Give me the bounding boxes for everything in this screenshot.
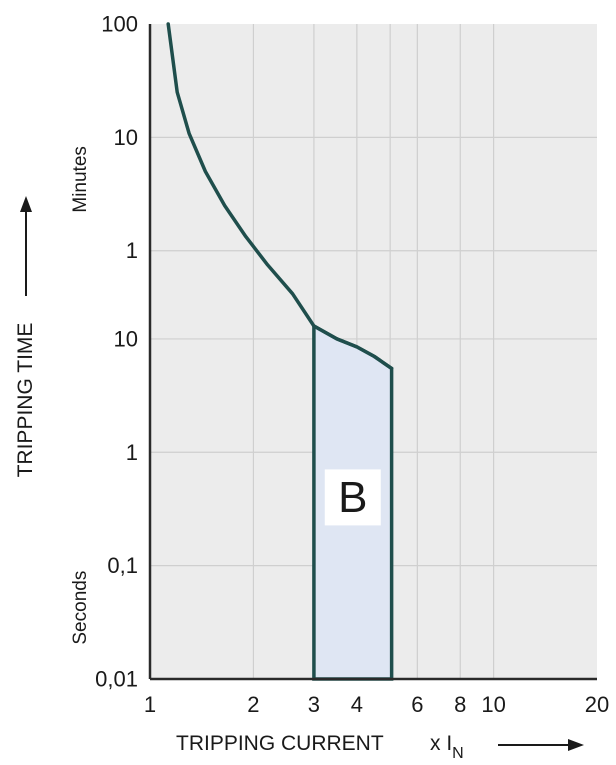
x-tick-label: 8 bbox=[454, 692, 466, 717]
y-tick-label: 1 bbox=[126, 440, 138, 465]
zone-label-background bbox=[324, 469, 381, 526]
x-tick-label: 3 bbox=[308, 692, 320, 717]
y-tick-label: 0,01 bbox=[95, 667, 138, 692]
x-axis-title: TRIPPING CURRENT bbox=[176, 732, 384, 755]
y-unit-label: Minutes bbox=[70, 146, 91, 213]
series-b-curve bbox=[166, 22, 394, 371]
x-tick-label: 4 bbox=[351, 692, 363, 717]
x-axis-unit: x IN bbox=[430, 732, 464, 762]
x-axis-arrow bbox=[498, 739, 584, 751]
x-tick-label: 20 bbox=[585, 692, 609, 717]
y-axis-arrow bbox=[20, 196, 32, 296]
y-tick-label: 10 bbox=[114, 125, 138, 150]
x-tick-labels: 1 2 3 4 6 8 10 20 bbox=[144, 692, 609, 717]
y-tick-labels: 100 10 1 10 1 0,1 0,01 bbox=[95, 12, 138, 692]
y-unit-labels: Minutes Seconds bbox=[70, 146, 91, 645]
y-tick-label: 10 bbox=[114, 326, 138, 351]
y-tick-label: 0,1 bbox=[107, 553, 138, 578]
x-tick-label: 6 bbox=[411, 692, 423, 717]
y-unit-label: Seconds bbox=[70, 571, 91, 645]
y-tick-label: 1 bbox=[126, 238, 138, 263]
x-tick-label: 10 bbox=[481, 692, 505, 717]
x-tick-label: 1 bbox=[144, 692, 156, 717]
axes bbox=[148, 24, 597, 681]
y-axis-title: TRIPPING TIME bbox=[14, 323, 37, 478]
zone-label: B bbox=[338, 473, 367, 522]
y-tick-label: 100 bbox=[101, 12, 138, 37]
x-tick-label: 2 bbox=[247, 692, 259, 717]
